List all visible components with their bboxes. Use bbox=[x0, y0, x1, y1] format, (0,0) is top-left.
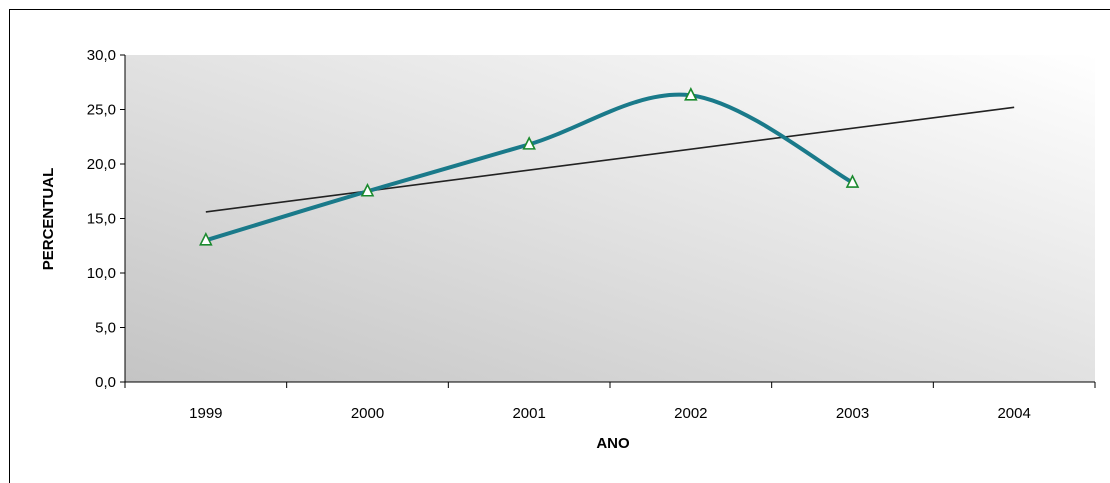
y-tick-label: 30,0 bbox=[87, 47, 116, 64]
x-axis-title: ANO bbox=[596, 435, 630, 452]
y-tick-label: 5,0 bbox=[95, 320, 116, 337]
x-tick-label: 2002 bbox=[674, 405, 707, 422]
x-tick-label: 2000 bbox=[351, 405, 384, 422]
trendline bbox=[205, 106, 1015, 213]
y-tick-label: 20,0 bbox=[87, 156, 116, 173]
x-tick-label: 2001 bbox=[512, 405, 545, 422]
y-tick-label: 25,0 bbox=[87, 102, 116, 119]
x-tick-label: 2003 bbox=[836, 405, 869, 422]
y-tick-label: 0,0 bbox=[95, 374, 116, 391]
data-point-marker bbox=[845, 174, 860, 188]
data-point-marker bbox=[522, 136, 536, 150]
y-tick-label: 10,0 bbox=[87, 265, 116, 282]
data-point-marker bbox=[684, 87, 698, 101]
x-tick-label: 2004 bbox=[997, 405, 1030, 422]
y-axis-title: PERCENTUAL bbox=[40, 168, 57, 271]
x-tick-label: 1999 bbox=[189, 405, 222, 422]
data-point-marker bbox=[199, 232, 213, 246]
data-point-marker bbox=[360, 182, 375, 197]
y-tick-label: 15,0 bbox=[87, 211, 116, 228]
